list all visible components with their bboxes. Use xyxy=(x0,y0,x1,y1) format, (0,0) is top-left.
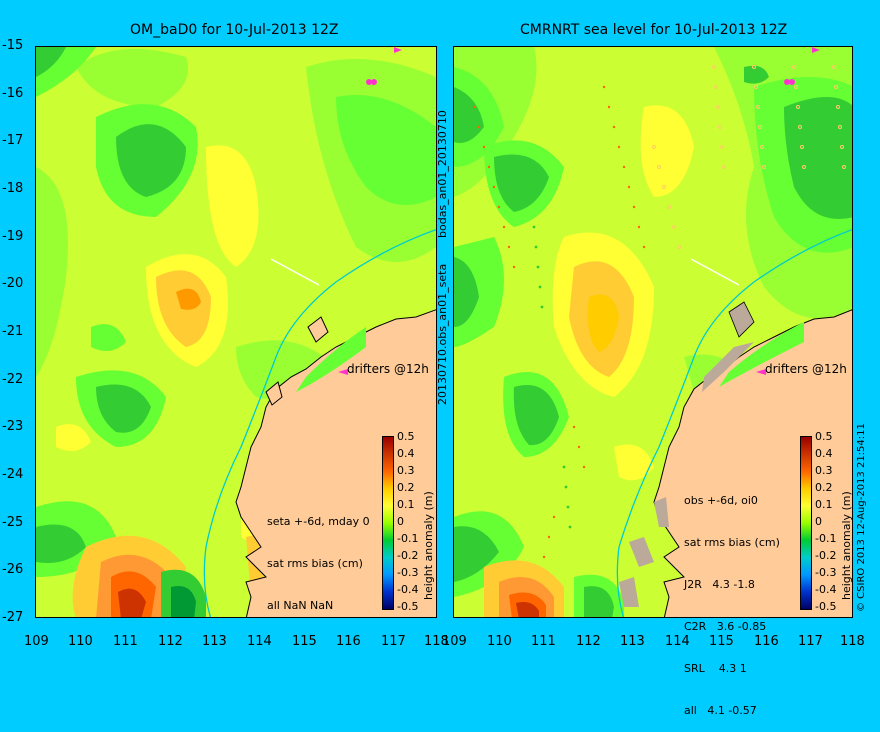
y-tick-label: -18 xyxy=(2,181,32,196)
x-tick-label: 110 xyxy=(68,634,93,649)
copyright-label: © CSIRO 2013 12-Aug-2013 21:54:11 xyxy=(856,423,867,612)
colorbar-tick: 0 xyxy=(397,515,404,528)
x-tick-label: 109 xyxy=(442,634,467,649)
colorbar-tick: -0.4 xyxy=(815,583,836,596)
x-tick-label: 113 xyxy=(620,634,645,649)
x-tick-label: 118 xyxy=(840,634,865,649)
colorbar-tick: 0.4 xyxy=(815,447,833,460)
x-tick-label: 115 xyxy=(709,634,734,649)
left-stats: seta +-6d, mday 0 sat rms bias (cm) all … xyxy=(267,487,370,627)
left-stats-line: sat rms bias (cm) xyxy=(267,557,370,571)
colorbar-tick: 0.5 xyxy=(397,430,415,443)
left-drifters-label: drifters @12h xyxy=(347,362,429,376)
y-tick-label: -16 xyxy=(2,86,32,101)
x-tick-label: 110 xyxy=(487,634,512,649)
right-colorbar-label: height anomaly (m) xyxy=(840,491,853,600)
y-tick-label: -23 xyxy=(2,419,32,434)
x-tick-label: 111 xyxy=(113,634,138,649)
colorbar-tick: -0.4 xyxy=(397,583,418,596)
right-stats-line: obs +-6d, oi0 xyxy=(684,494,780,508)
right-stats-line: sat rms bias (cm) xyxy=(684,536,780,550)
y-tick-label: -27 xyxy=(2,610,32,625)
left-stats-line: all NaN NaN xyxy=(267,599,370,613)
colorbar-tick: 0.3 xyxy=(397,464,415,477)
x-tick-label: 112 xyxy=(158,634,183,649)
right-colorbar xyxy=(800,436,812,610)
x-tick-label: 115 xyxy=(292,634,317,649)
y-tick-label: -25 xyxy=(2,515,32,530)
colorbar-tick: 0.2 xyxy=(397,481,415,494)
colorbar-tick: 0.5 xyxy=(815,430,833,443)
y-tick-label: -19 xyxy=(2,229,32,244)
x-tick-label: 116 xyxy=(336,634,361,649)
x-tick-label: 112 xyxy=(576,634,601,649)
x-tick-label: 113 xyxy=(202,634,227,649)
colorbar-tick: -0.5 xyxy=(815,600,836,613)
left-colorbar-label: height anomaly (m) xyxy=(422,491,435,600)
side-label-bottom: 20130710.obs_an01_seta xyxy=(436,264,449,405)
right-stats-line: C2R 3.6 -0.85 xyxy=(684,620,780,634)
left-panel-title: OM_baD0 for 10-Jul-2013 12Z xyxy=(130,22,338,38)
y-tick-label: -20 xyxy=(2,276,32,291)
x-tick-label: 109 xyxy=(24,634,49,649)
y-tick-label: -15 xyxy=(2,38,32,53)
side-label-top: bodas_an01_20130710 xyxy=(436,110,449,238)
left-map-panel xyxy=(35,46,437,618)
x-tick-label: 116 xyxy=(754,634,779,649)
y-tick-label: -22 xyxy=(2,372,32,387)
right-map-panel xyxy=(453,46,853,618)
colorbar-tick: -0.5 xyxy=(397,600,418,613)
x-tick-label: 117 xyxy=(798,634,823,649)
left-stats-line: seta +-6d, mday 0 xyxy=(267,515,370,529)
colorbar-tick: -0.1 xyxy=(815,532,836,545)
right-drifters-label: drifters @12h xyxy=(765,362,847,376)
x-tick-label: 114 xyxy=(665,634,690,649)
y-tick-label: -21 xyxy=(2,324,32,339)
colorbar-tick: 0.1 xyxy=(815,498,833,511)
right-panel-title: CMRNRT sea level for 10-Jul-2013 12Z xyxy=(520,22,787,38)
colorbar-tick: 0.3 xyxy=(815,464,833,477)
colorbar-tick: 0.1 xyxy=(397,498,415,511)
colorbar-tick: -0.1 xyxy=(397,532,418,545)
colorbar-tick: -0.3 xyxy=(815,566,836,579)
colorbar-tick: -0.2 xyxy=(397,549,418,562)
right-stats: obs +-6d, oi0 sat rms bias (cm) J2R 4.3 … xyxy=(684,466,780,732)
x-tick-label: 117 xyxy=(381,634,406,649)
colorbar-tick: 0.2 xyxy=(815,481,833,494)
right-stats-line: J2R 4.3 -1.8 xyxy=(684,578,780,592)
colorbar-tick: -0.3 xyxy=(397,566,418,579)
y-tick-label: -17 xyxy=(2,133,32,148)
colorbar-tick: 0.4 xyxy=(397,447,415,460)
colorbar-tick: 0 xyxy=(815,515,822,528)
y-tick-label: -26 xyxy=(2,562,32,577)
x-tick-label: 111 xyxy=(531,634,556,649)
x-tick-label: 114 xyxy=(247,634,272,649)
y-tick-label: -24 xyxy=(2,467,32,482)
right-stats-line: all 4.1 -0.57 xyxy=(684,704,780,718)
left-colorbar xyxy=(382,436,394,610)
right-stats-line: SRL 4.3 1 xyxy=(684,662,780,676)
colorbar-tick: -0.2 xyxy=(815,549,836,562)
